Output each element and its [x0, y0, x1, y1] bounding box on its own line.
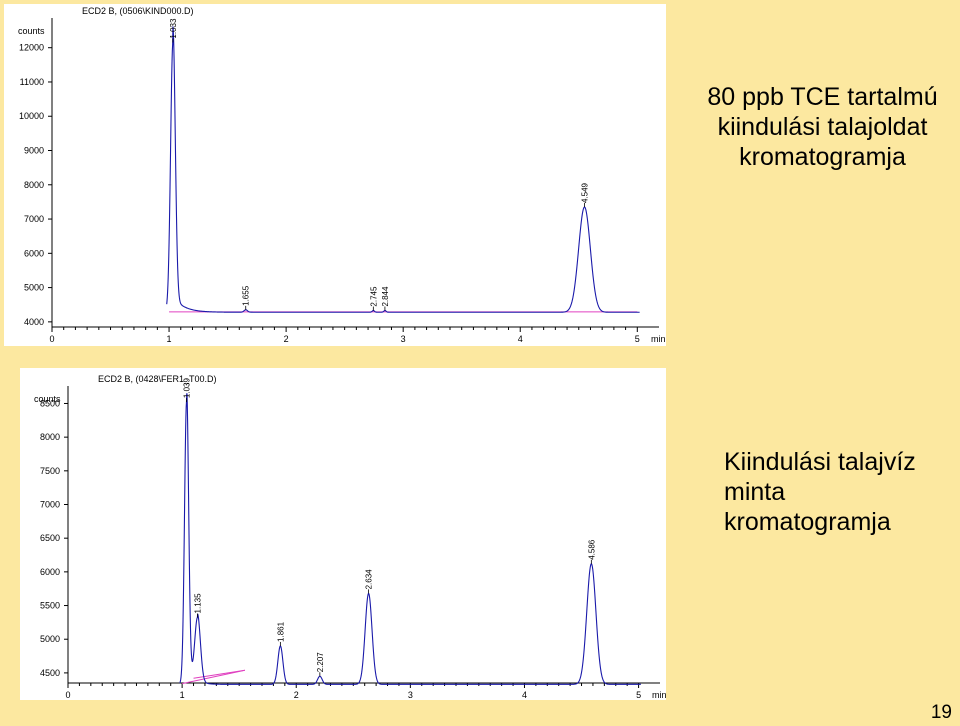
caption-top-line-1: 80 ppb TCE tartalmú — [707, 83, 938, 111]
page-number: 19 — [930, 702, 952, 723]
bottom-chromatogram: ECD2 B, (0428\FER1_T00.D)counts 4500 5000 5… — [34, 374, 666, 700]
top-chart-xlabel: min — [651, 334, 666, 344]
bottom-chart-x-tick-label: 0 — [65, 690, 70, 700]
bottom-chart-y-tick-label: 5000 — [40, 634, 60, 644]
top-chart-x-tick-label: 2 — [284, 334, 289, 344]
caption-top: 80 ppb TCE tartalmú kiindulási talajolda… — [690, 82, 955, 172]
top-chart-y-tick-label: 9000 — [24, 146, 44, 156]
top-chart-peak-label: 2.745 — [369, 286, 378, 307]
bottom-chart-y-tick-label: 5500 — [40, 601, 60, 611]
bottom-chart-x-tick-label: 3 — [408, 690, 413, 700]
bottom-chart-integration-line — [182, 669, 245, 685]
top-chart-signal-trace — [166, 26, 640, 313]
top-chart-x-tick-label: 4 — [518, 334, 523, 344]
top-chart-y-tick-label: 6000 — [24, 248, 44, 258]
bottom-chromatogram-panel: ECD2 B, (0428\FER1_T00.D)counts 4500 5000 5… — [20, 368, 666, 700]
bottom-chart-integration-line — [193, 669, 245, 679]
top-chart-title: ECD2 B, (0506\KIND000.D) — [82, 6, 194, 16]
top-chart-y-tick-label: 7000 — [24, 214, 44, 224]
bottom-chart-peak-label: 1.861 — [276, 621, 285, 642]
top-chart-peak-label: 1.655 — [242, 285, 251, 306]
top-chart-peak-label: 1.033 — [169, 18, 178, 39]
bottom-chart-y-tick-label: 6000 — [40, 567, 60, 577]
top-chart-peak-label: 4.549 — [581, 182, 590, 203]
bottom-chart-y-tick-label: 7000 — [40, 500, 60, 510]
bottom-chart-y-tick-label: 4500 — [40, 668, 60, 678]
top-chart-y-tick-label: 12000 — [19, 43, 44, 53]
top-chart-ylabel: counts — [18, 26, 45, 36]
bottom-chart-peak-label: 1.135 — [194, 593, 203, 614]
bottom-chart-y-tick-label: 6500 — [40, 533, 60, 543]
bottom-chart-y-tick-label: 8000 — [40, 432, 60, 442]
bottom-chart-xlabel: min — [652, 690, 666, 700]
top-chart-y-tick-label: 10000 — [19, 111, 44, 121]
top-chart-y-tick-label: 8000 — [24, 180, 44, 190]
bottom-chart-y-tick-label: 8500 — [40, 398, 60, 408]
top-chart-y-tick-label: 4000 — [24, 317, 44, 327]
caption-bottom-line-1: Kiindulási talajvíz — [724, 448, 916, 476]
top-chart-peak-label: 2.844 — [381, 286, 390, 307]
bottom-chart-peak-label: 2.207 — [316, 652, 325, 673]
top-chromatogram-panel: ECD2 B, (0506\KIND000.D) counts 4000 5000 60… — [4, 4, 666, 346]
caption-bottom-line-2: minta — [724, 478, 786, 506]
top-chart-y-tick-label: 11000 — [20, 77, 44, 87]
caption-top-line-2: kiindulási talajoldat — [717, 113, 928, 141]
bottom-chart-peak-label: 1.039 — [183, 378, 192, 399]
bottom-chart-y-tick-label: 7500 — [40, 466, 60, 476]
caption-bottom-line-3: kromatogramja — [724, 508, 891, 536]
bottom-chart-ylabel: counts — [34, 394, 61, 404]
bottom-chart-x-tick-label: 1 — [180, 690, 185, 700]
top-chart-y-tick-label: 5000 — [24, 283, 44, 293]
bottom-chart-x-tick-label: 4 — [522, 690, 527, 700]
top-chart-x-tick-label: 1 — [167, 334, 172, 344]
top-chromatogram: ECD2 B, (0506\KIND000.D) counts 4000 5000 60… — [18, 6, 666, 344]
top-chart-x-tick-label: 0 — [49, 334, 54, 344]
bottom-chart-x-tick-label: 5 — [636, 690, 641, 700]
bottom-chart-peak-label: 2.634 — [365, 569, 374, 590]
caption-bottom: Kiindulási talajvíz minta kromatogramja — [724, 447, 954, 537]
bottom-chart-x-tick-label: 2 — [294, 690, 299, 700]
bottom-chart-title: ECD2 B, (0428\FER1_T00.D) — [98, 374, 217, 384]
caption-top-line-3: kromatogramja — [739, 143, 906, 171]
bottom-chart-signal-trace — [179, 393, 641, 685]
bottom-chart-peak-label: 4.586 — [587, 539, 596, 560]
top-chart-x-tick-label: 5 — [635, 334, 640, 344]
top-chart-x-tick-label: 3 — [401, 334, 406, 344]
